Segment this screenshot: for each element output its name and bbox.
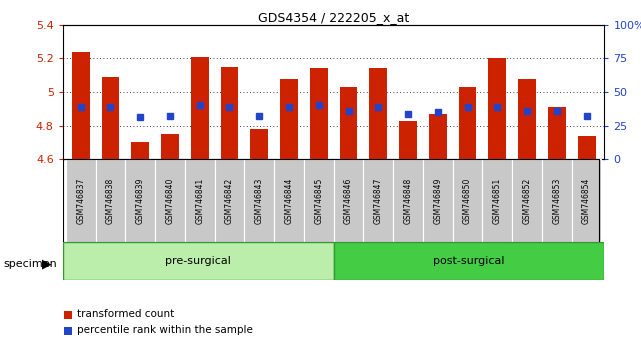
Bar [542, 159, 572, 242]
Bar [453, 159, 483, 242]
Text: specimen: specimen [3, 259, 57, 269]
Bar [333, 159, 363, 242]
Bar [518, 79, 536, 159]
FancyBboxPatch shape [63, 242, 333, 280]
Text: GSM746838: GSM746838 [106, 178, 115, 224]
Text: GSM746840: GSM746840 [165, 178, 174, 224]
Bar [280, 79, 298, 159]
Bar [483, 159, 512, 242]
Bar [340, 87, 358, 159]
Bar [488, 58, 506, 159]
Bar [572, 159, 601, 242]
Text: GSM746841: GSM746841 [196, 178, 204, 224]
Text: GSM746843: GSM746843 [254, 178, 263, 224]
Bar [369, 69, 387, 159]
Bar [66, 159, 96, 242]
Bar [96, 159, 125, 242]
Bar [185, 159, 215, 242]
Bar [125, 159, 155, 242]
Text: GSM746837: GSM746837 [76, 178, 85, 224]
Bar [161, 134, 179, 159]
Text: transformed count: transformed count [77, 309, 174, 319]
Text: GDS4354 / 222205_x_at: GDS4354 / 222205_x_at [258, 11, 409, 24]
Bar [423, 159, 453, 242]
Text: post-surgical: post-surgical [433, 256, 505, 266]
Bar [458, 87, 476, 159]
Text: GSM746844: GSM746844 [285, 178, 294, 224]
Text: GSM746842: GSM746842 [225, 178, 234, 224]
Text: pre-surgical: pre-surgical [165, 256, 231, 266]
Bar [429, 114, 447, 159]
Bar [393, 159, 423, 242]
Text: ▶: ▶ [42, 257, 52, 270]
Text: GSM746846: GSM746846 [344, 178, 353, 224]
Text: percentile rank within the sample: percentile rank within the sample [77, 325, 253, 335]
Text: GSM746847: GSM746847 [374, 178, 383, 224]
Text: GSM746849: GSM746849 [433, 178, 442, 224]
FancyBboxPatch shape [333, 242, 604, 280]
Bar [363, 159, 393, 242]
Text: GSM746845: GSM746845 [314, 178, 323, 224]
Bar [548, 107, 566, 159]
Bar [155, 159, 185, 242]
Text: GSM746850: GSM746850 [463, 178, 472, 224]
Bar [72, 52, 90, 159]
Bar [101, 77, 119, 159]
Bar [399, 121, 417, 159]
Text: GSM746848: GSM746848 [404, 178, 413, 224]
Bar [274, 159, 304, 242]
Bar [221, 67, 238, 159]
Bar [244, 159, 274, 242]
Bar [191, 57, 208, 159]
Bar [310, 69, 328, 159]
Bar [131, 142, 149, 159]
Bar [215, 159, 244, 242]
Text: GSM746854: GSM746854 [582, 178, 591, 224]
Bar [250, 129, 268, 159]
Text: GSM746851: GSM746851 [493, 178, 502, 224]
Bar [512, 159, 542, 242]
Text: GSM746852: GSM746852 [522, 178, 531, 224]
Bar [578, 136, 595, 159]
Bar [304, 159, 333, 242]
Text: GSM746853: GSM746853 [553, 178, 562, 224]
Text: GSM746839: GSM746839 [136, 178, 145, 224]
